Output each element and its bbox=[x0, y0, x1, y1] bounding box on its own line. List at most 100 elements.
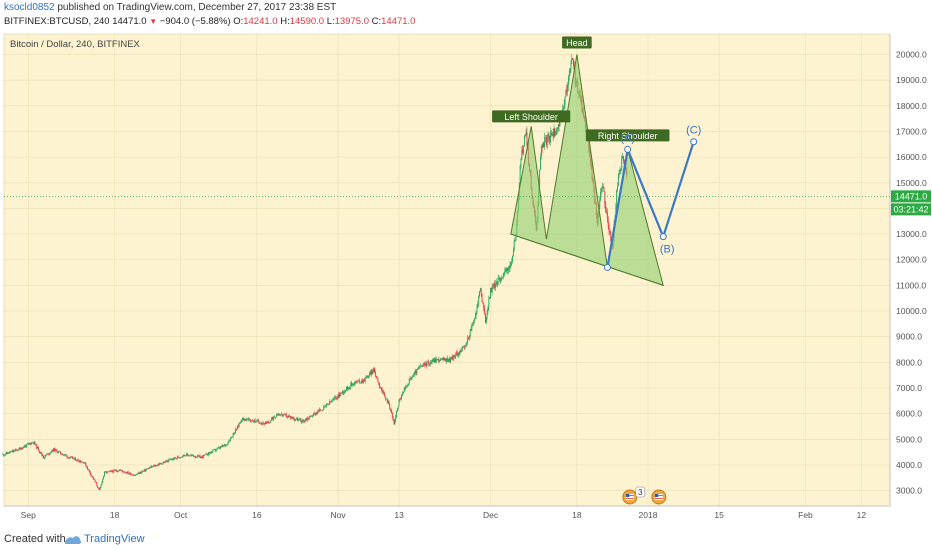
last-price: 14471.0 bbox=[112, 16, 147, 27]
candle-body bbox=[286, 414, 287, 418]
candle-body bbox=[334, 397, 336, 399]
event-count-label: 3 bbox=[638, 488, 643, 497]
candle-body bbox=[365, 377, 367, 379]
candle-body bbox=[16, 449, 18, 451]
candle-body bbox=[513, 241, 515, 251]
candle-body bbox=[395, 416, 397, 421]
candle-body bbox=[159, 463, 161, 464]
candle-body bbox=[69, 457, 71, 459]
candle-body bbox=[105, 471, 107, 473]
candle-body bbox=[617, 186, 618, 190]
price-chart[interactable]: 3000.0 4000.0 5000.0 6000.0 7000.0 8000.0 9000… bbox=[0, 30, 932, 530]
y-tick-label: 6000.0 bbox=[896, 409, 922, 419]
candle-body bbox=[380, 387, 382, 389]
candle-body bbox=[380, 386, 381, 388]
candle-body bbox=[457, 352, 458, 356]
candle-body bbox=[477, 304, 479, 307]
author-link[interactable]: ksocld0852 bbox=[4, 2, 55, 13]
candle-body bbox=[264, 422, 266, 425]
candle-body bbox=[295, 419, 297, 420]
tradingview-logo-icon[interactable] bbox=[64, 534, 82, 546]
candle-body bbox=[427, 361, 429, 363]
candle-body bbox=[93, 479, 95, 480]
candle-body bbox=[604, 191, 606, 204]
candle-body bbox=[551, 133, 553, 135]
candle-body bbox=[159, 463, 160, 465]
candle-body bbox=[440, 358, 442, 360]
flag-canton bbox=[625, 494, 630, 497]
candle-body bbox=[215, 449, 217, 451]
candle-body bbox=[77, 459, 79, 462]
candle-body bbox=[478, 295, 480, 305]
candle-body bbox=[102, 478, 104, 483]
candle-body bbox=[265, 422, 267, 424]
candle-body bbox=[138, 472, 140, 474]
candle-body bbox=[349, 387, 351, 388]
candle-body bbox=[451, 356, 453, 359]
candle-body bbox=[167, 460, 169, 462]
candle-body bbox=[372, 371, 374, 373]
candle-body bbox=[492, 286, 494, 288]
candle-body bbox=[161, 463, 163, 465]
candle-body bbox=[172, 458, 174, 460]
down-arrow-icon: ▼ bbox=[149, 17, 158, 26]
candle-body bbox=[567, 76, 569, 85]
flag-us-icon bbox=[622, 489, 638, 505]
candle-body bbox=[357, 380, 359, 382]
publish-line: ksocld0852 published on TradingView.com,… bbox=[4, 2, 336, 13]
candle-body bbox=[216, 448, 218, 450]
candle-body bbox=[67, 457, 69, 458]
candle-body bbox=[605, 203, 607, 212]
candle-body bbox=[369, 371, 371, 374]
x-tick-label: 18 bbox=[572, 510, 582, 520]
candle-body bbox=[326, 403, 328, 405]
candle-body bbox=[100, 484, 102, 488]
candle-body bbox=[155, 465, 157, 467]
candle-body bbox=[108, 471, 110, 473]
tradingview-link[interactable]: TradingView bbox=[84, 533, 145, 545]
candle-body bbox=[310, 415, 312, 417]
wave-point bbox=[690, 138, 698, 146]
candle-body bbox=[275, 416, 276, 418]
candle-body bbox=[109, 470, 111, 472]
chart-title: Bitcoin / Dollar, 240, BITFINEX bbox=[10, 39, 141, 50]
candle-body bbox=[312, 416, 314, 417]
candle-body bbox=[32, 442, 34, 444]
candle-body bbox=[503, 272, 505, 277]
candle-body bbox=[261, 423, 263, 424]
candle-body bbox=[436, 359, 438, 360]
candle-body bbox=[164, 461, 166, 463]
candle-body bbox=[406, 385, 408, 387]
chart-area[interactable]: 3000.0 4000.0 5000.0 6000.0 7000.0 8000.0 9000… bbox=[0, 30, 932, 530]
candle-body bbox=[602, 186, 604, 188]
candle-body bbox=[563, 104, 565, 108]
candle-body bbox=[187, 454, 189, 456]
candle-body bbox=[124, 471, 126, 473]
candle-body bbox=[109, 470, 110, 472]
candle-body bbox=[186, 453, 188, 456]
candle-body bbox=[364, 378, 366, 382]
candle-body bbox=[362, 380, 364, 383]
candle-body bbox=[433, 359, 435, 362]
candle-body bbox=[145, 469, 147, 471]
candle-body bbox=[390, 408, 392, 411]
candle-body bbox=[257, 420, 259, 421]
candle-body bbox=[402, 393, 403, 395]
candle-body bbox=[18, 448, 20, 451]
candle-body bbox=[3, 454, 5, 456]
high-label: H: bbox=[280, 16, 290, 27]
candle-body bbox=[122, 470, 124, 472]
x-tick-label: 2018 bbox=[639, 510, 658, 520]
candle-body bbox=[317, 411, 319, 414]
candle-body bbox=[291, 417, 293, 419]
candle-body bbox=[610, 232, 612, 241]
candle-body bbox=[550, 132, 552, 143]
candle-body bbox=[70, 456, 72, 458]
candle-body bbox=[494, 283, 496, 288]
candle-body bbox=[211, 451, 213, 453]
candle-body bbox=[495, 283, 497, 288]
candle-body bbox=[222, 445, 224, 447]
candle-body bbox=[120, 470, 121, 471]
candle-body bbox=[10, 450, 12, 452]
candle-body bbox=[482, 301, 484, 304]
